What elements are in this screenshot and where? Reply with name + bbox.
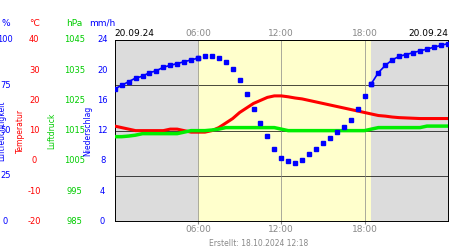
Text: 20: 20 <box>29 96 40 105</box>
Text: 75: 75 <box>0 81 11 90</box>
Text: 1005: 1005 <box>64 156 85 165</box>
Text: 1025: 1025 <box>64 96 85 105</box>
Text: 20.09.24: 20.09.24 <box>408 28 448 38</box>
Text: °C: °C <box>29 18 40 28</box>
Text: 985: 985 <box>66 217 82 226</box>
Text: 50: 50 <box>0 126 11 135</box>
Text: mm/h: mm/h <box>90 18 116 28</box>
Text: 1045: 1045 <box>64 36 85 44</box>
Text: -10: -10 <box>27 186 41 196</box>
Text: hPa: hPa <box>66 18 82 28</box>
Text: Niederschlag: Niederschlag <box>83 106 92 156</box>
Text: 18:00: 18:00 <box>351 28 378 38</box>
Text: 16: 16 <box>97 96 108 105</box>
Text: 0: 0 <box>3 217 8 226</box>
Text: 12: 12 <box>97 126 108 135</box>
Text: 1035: 1035 <box>64 66 85 75</box>
Text: 20: 20 <box>97 66 108 75</box>
Text: 10: 10 <box>29 126 40 135</box>
Text: -20: -20 <box>27 217 41 226</box>
Text: 0: 0 <box>32 156 37 165</box>
Text: 100: 100 <box>0 36 14 44</box>
Text: 40: 40 <box>29 36 40 44</box>
Text: 4: 4 <box>100 186 105 196</box>
Text: 30: 30 <box>29 66 40 75</box>
Text: 25: 25 <box>0 172 11 180</box>
Text: 995: 995 <box>67 186 82 196</box>
Text: 20.09.24: 20.09.24 <box>115 28 155 38</box>
Text: Luftfeuchtigkeit: Luftfeuchtigkeit <box>0 100 6 161</box>
Text: Luftdruck: Luftdruck <box>47 112 56 149</box>
Text: 0: 0 <box>100 217 105 226</box>
Text: 12:00: 12:00 <box>268 28 294 38</box>
Text: 1015: 1015 <box>64 126 85 135</box>
Text: 8: 8 <box>100 156 105 165</box>
Bar <box>198 40 371 221</box>
Text: %: % <box>1 18 10 28</box>
Text: Temperatur: Temperatur <box>16 108 25 153</box>
Text: 06:00: 06:00 <box>185 28 211 38</box>
Text: 24: 24 <box>97 36 108 44</box>
Text: Erstellt: 18.10.2024 12:18: Erstellt: 18.10.2024 12:18 <box>209 238 308 248</box>
